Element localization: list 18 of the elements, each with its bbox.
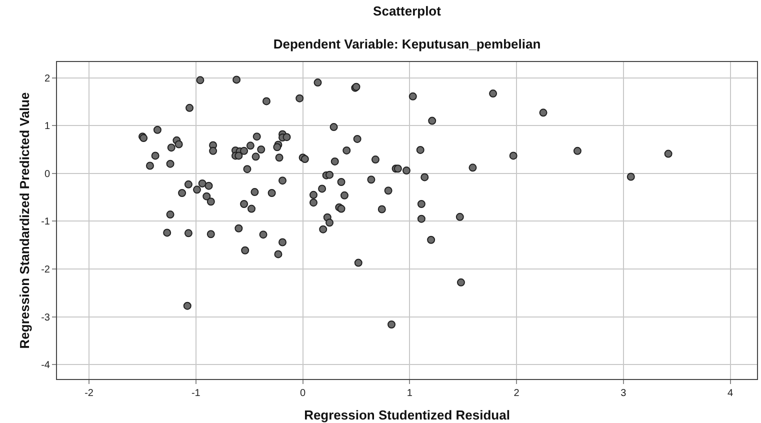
- x-tick-label: 4: [728, 388, 734, 399]
- y-tick-label: 2: [44, 73, 50, 84]
- y-tick-label: -2: [41, 264, 50, 276]
- y-tick-label: -1: [41, 216, 50, 228]
- x-tick-label: 3: [620, 388, 627, 399]
- y-tick-label: -4: [41, 360, 50, 372]
- y-tick-label: 0: [44, 168, 50, 180]
- x-axis-title: Regression Studentized Residual: [304, 408, 510, 423]
- y-tick-label: -3: [41, 312, 50, 324]
- x-tick-label: -1: [191, 388, 201, 399]
- chart-title: Scatterplot: [373, 3, 442, 18]
- x-tick-label: 1: [406, 388, 413, 399]
- x-tick-label: -2: [84, 388, 94, 399]
- y-tick-label: 1: [44, 121, 50, 132]
- x-tick-label: 2: [514, 388, 520, 399]
- x-tick-label: 0: [300, 388, 306, 399]
- y-axis-title: Regression Standardized Predicted Value: [17, 92, 32, 349]
- chart-subtitle: Dependent Variable: Keputusan_pembelian: [273, 36, 541, 52]
